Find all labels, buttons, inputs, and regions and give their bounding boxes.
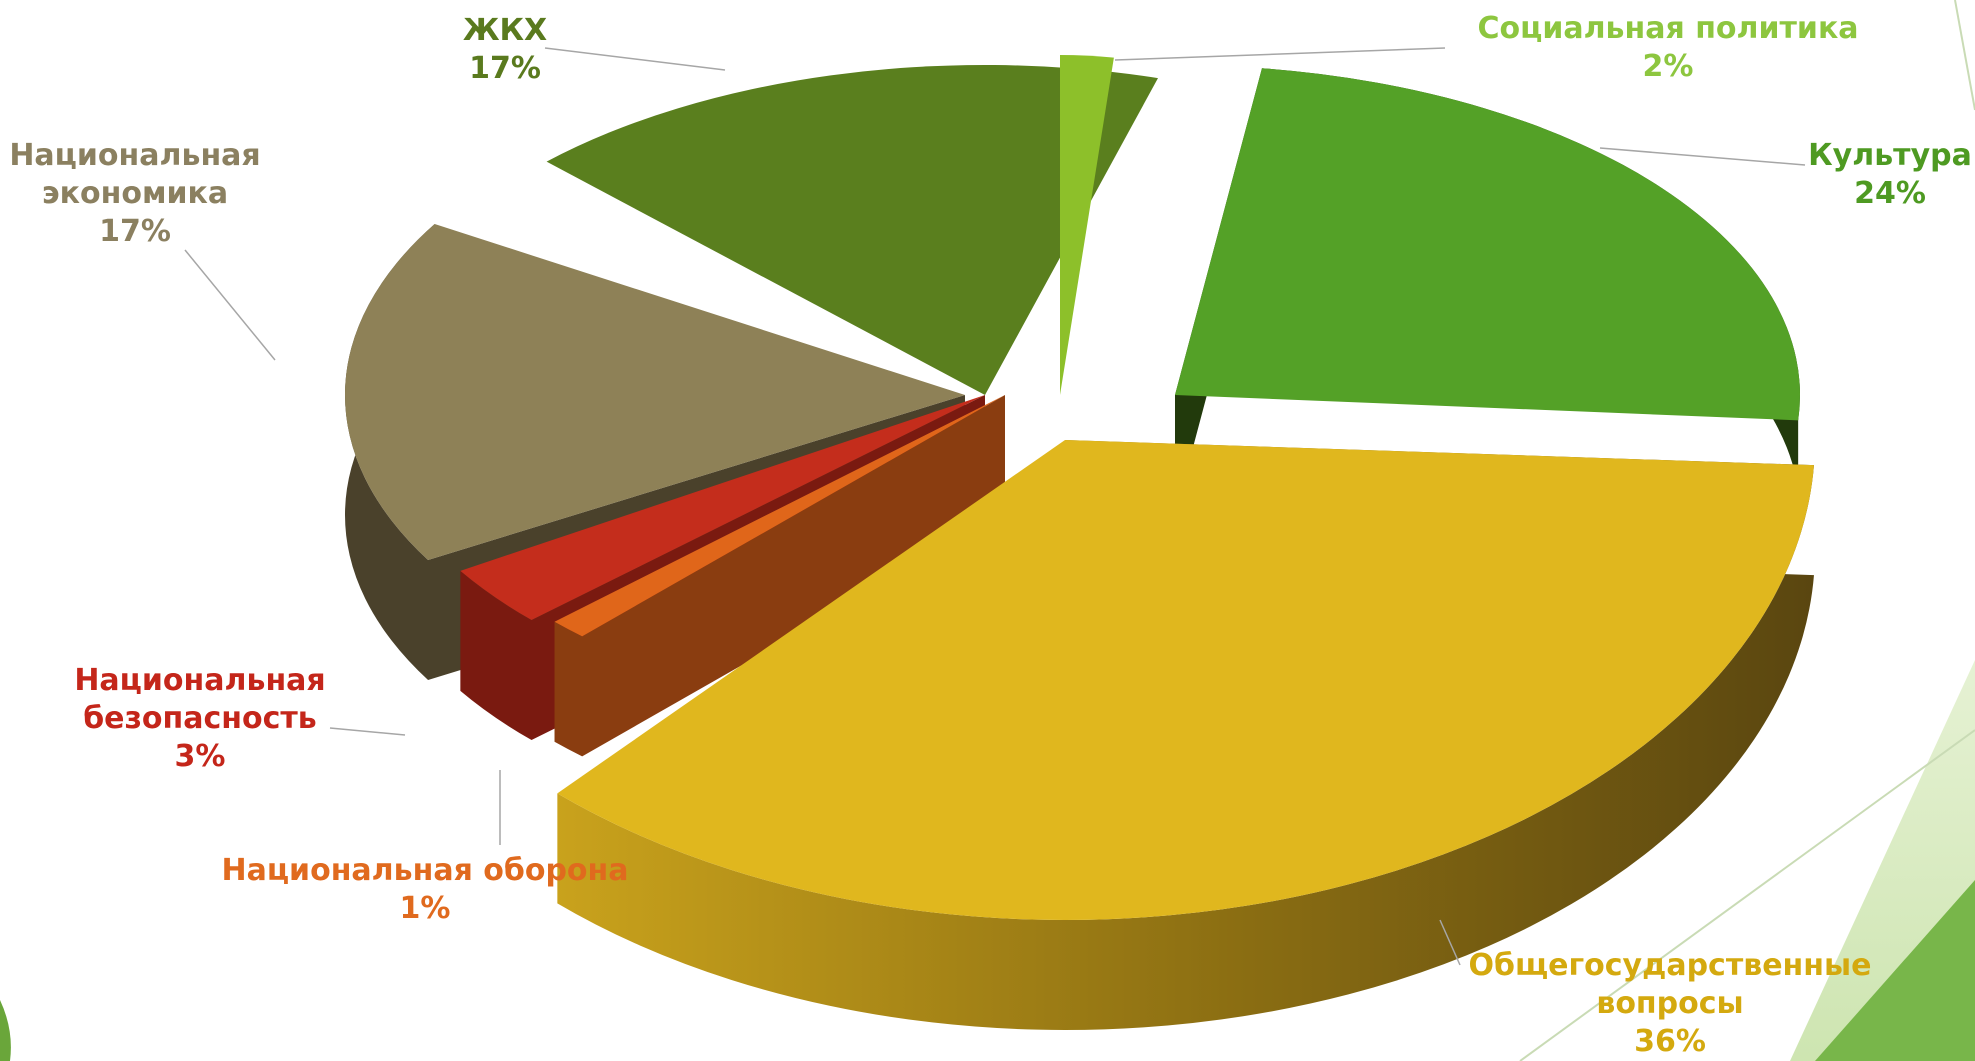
pie-slice <box>1060 55 1114 395</box>
leader-line <box>1114 47 1446 61</box>
pie-slice-side <box>557 440 1814 1030</box>
pie-slice-top <box>546 65 1158 396</box>
slice-label: Национальная экономика 17% <box>9 138 260 249</box>
pie-slice <box>546 65 1158 396</box>
pie-slice-top <box>345 224 965 560</box>
leader-line <box>184 249 276 361</box>
pie-slice-top <box>557 440 1814 921</box>
slice-label: Культура 24% <box>1808 138 1972 211</box>
pie-slice-top <box>1175 68 1800 421</box>
leader-line <box>329 727 406 736</box>
pie-slice-top <box>554 395 1005 637</box>
pie-slice-top <box>1060 55 1114 395</box>
slice-label: ЖКХ 17% <box>463 13 547 86</box>
leader-line <box>1439 919 1461 966</box>
leader-line <box>544 47 726 71</box>
slice-label: Общегосударственные вопросы 36% <box>1469 948 1872 1059</box>
slice-label: Национальная безопасность 3% <box>74 663 325 774</box>
pie-slice <box>1175 68 1800 541</box>
pie-slice-top <box>460 395 985 621</box>
leader-line <box>1599 147 1806 166</box>
pie-slice <box>554 395 1005 757</box>
pie-slice-side <box>554 395 1005 757</box>
slice-label: Национальная оборона 1% <box>221 853 628 926</box>
pie-slice <box>557 440 1814 1030</box>
slice-label: Социальная политика 2% <box>1477 11 1858 84</box>
